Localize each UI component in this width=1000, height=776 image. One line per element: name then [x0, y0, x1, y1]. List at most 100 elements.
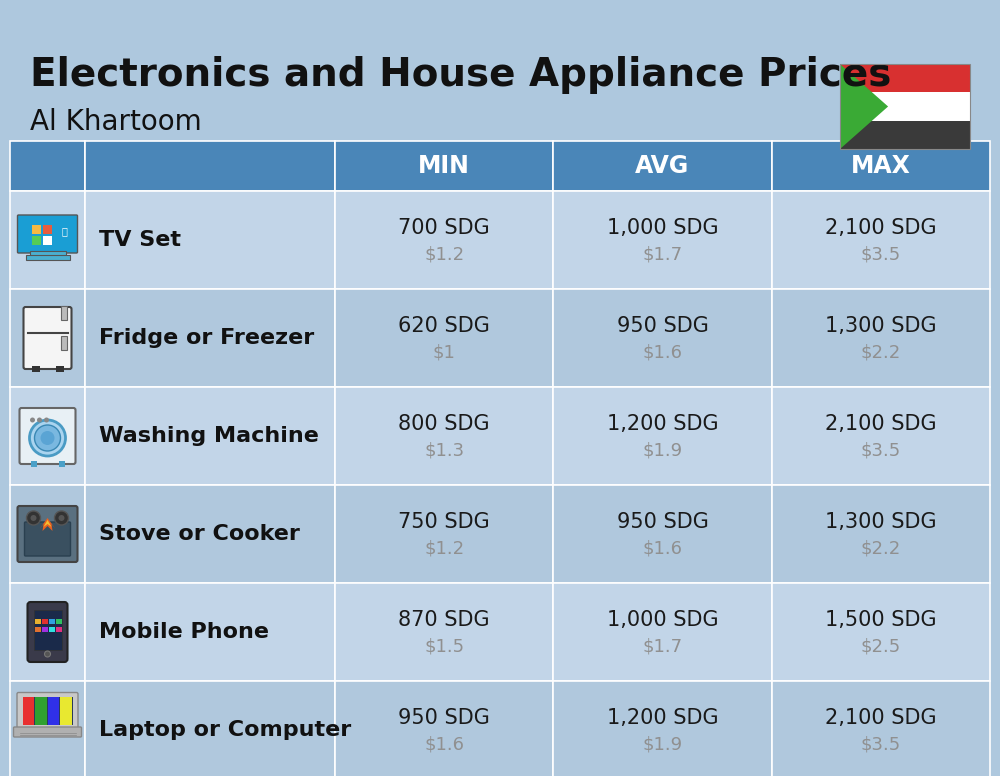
Text: Stove or Cooker: Stove or Cooker	[99, 524, 300, 544]
FancyBboxPatch shape	[17, 692, 78, 729]
Circle shape	[30, 417, 35, 422]
Text: AVG: AVG	[635, 154, 690, 178]
Bar	[48, 627, 54, 632]
Bar	[42, 619, 48, 624]
Circle shape	[54, 511, 68, 525]
FancyBboxPatch shape	[14, 727, 82, 737]
Text: $1.6: $1.6	[642, 539, 682, 557]
Text: TV Set: TV Set	[99, 230, 181, 250]
Text: $1.7: $1.7	[642, 245, 683, 263]
Text: 800 SDG: 800 SDG	[398, 414, 490, 434]
Bar	[22, 697, 34, 725]
Bar	[553, 681, 772, 776]
Bar	[30, 461, 36, 467]
Polygon shape	[840, 64, 888, 149]
Circle shape	[37, 417, 42, 422]
Text: $2.2: $2.2	[861, 539, 901, 557]
Bar	[553, 387, 772, 485]
Circle shape	[26, 511, 40, 525]
Circle shape	[30, 420, 66, 456]
Bar	[30, 251, 66, 256]
Bar	[553, 485, 772, 583]
Text: $1.9: $1.9	[642, 441, 683, 459]
Text: $1: $1	[433, 343, 456, 361]
FancyBboxPatch shape	[18, 215, 78, 253]
Circle shape	[40, 431, 54, 445]
Bar	[48, 697, 59, 725]
Text: ⌒: ⌒	[62, 226, 67, 236]
Text: $1.2: $1.2	[424, 539, 464, 557]
Text: $2.5: $2.5	[861, 637, 901, 655]
Text: Washing Machine: Washing Machine	[99, 426, 319, 446]
Circle shape	[34, 425, 60, 451]
Text: $2.2: $2.2	[861, 343, 901, 361]
Text: 1,300 SDG: 1,300 SDG	[825, 316, 937, 336]
Bar	[34, 610, 62, 650]
Bar	[48, 619, 54, 624]
Circle shape	[44, 651, 50, 657]
Bar	[840, 92, 970, 120]
Bar	[10, 141, 85, 191]
Bar	[32, 225, 40, 234]
Text: $1.6: $1.6	[642, 343, 682, 361]
Bar	[85, 485, 335, 583]
Text: 700 SDG: 700 SDG	[398, 218, 490, 238]
Bar	[56, 366, 64, 372]
Bar	[34, 619, 40, 624]
Bar	[85, 191, 335, 289]
FancyBboxPatch shape	[18, 506, 78, 562]
Text: 950 SDG: 950 SDG	[398, 708, 490, 728]
Circle shape	[30, 515, 36, 521]
Text: $1.5: $1.5	[424, 637, 464, 655]
Polygon shape	[44, 520, 52, 527]
Bar	[56, 619, 62, 624]
Bar	[60, 697, 72, 725]
Text: $1.3: $1.3	[424, 441, 464, 459]
Circle shape	[58, 515, 64, 521]
Bar	[335, 141, 553, 191]
Text: $3.5: $3.5	[861, 245, 901, 263]
Text: 1,200 SDG: 1,200 SDG	[607, 708, 718, 728]
Bar	[35, 697, 46, 725]
Bar	[10, 289, 85, 387]
Text: $1.7: $1.7	[642, 637, 683, 655]
Text: 750 SDG: 750 SDG	[398, 512, 490, 532]
Bar	[772, 387, 990, 485]
Text: 2,100 SDG: 2,100 SDG	[825, 708, 937, 728]
Bar	[335, 583, 553, 681]
FancyBboxPatch shape	[20, 408, 76, 464]
Text: $3.5: $3.5	[861, 735, 901, 753]
Text: 1,000 SDG: 1,000 SDG	[607, 218, 718, 238]
Text: 1,500 SDG: 1,500 SDG	[825, 610, 937, 630]
Bar	[335, 681, 553, 776]
Bar	[85, 289, 335, 387]
Bar	[85, 583, 335, 681]
Bar	[32, 366, 40, 372]
Text: 1,000 SDG: 1,000 SDG	[607, 610, 718, 630]
Bar	[840, 64, 970, 149]
Bar	[34, 627, 40, 632]
Bar	[42, 236, 52, 245]
Bar	[553, 583, 772, 681]
Bar	[10, 387, 85, 485]
Bar	[772, 583, 990, 681]
Bar	[56, 627, 62, 632]
Bar	[58, 461, 64, 467]
FancyBboxPatch shape	[24, 522, 70, 556]
Bar	[85, 141, 335, 191]
Bar	[335, 191, 553, 289]
Bar	[772, 141, 990, 191]
Text: MAX: MAX	[851, 154, 911, 178]
Bar	[772, 485, 990, 583]
Text: $3.5: $3.5	[861, 441, 901, 459]
Text: Al Khartoom: Al Khartoom	[30, 108, 202, 136]
Text: 1,300 SDG: 1,300 SDG	[825, 512, 937, 532]
Bar	[335, 289, 553, 387]
Bar	[772, 681, 990, 776]
Bar	[772, 191, 990, 289]
Text: MIN: MIN	[418, 154, 470, 178]
Bar	[85, 387, 335, 485]
Bar	[335, 387, 553, 485]
Text: 2,100 SDG: 2,100 SDG	[825, 414, 937, 434]
FancyBboxPatch shape	[28, 602, 68, 662]
